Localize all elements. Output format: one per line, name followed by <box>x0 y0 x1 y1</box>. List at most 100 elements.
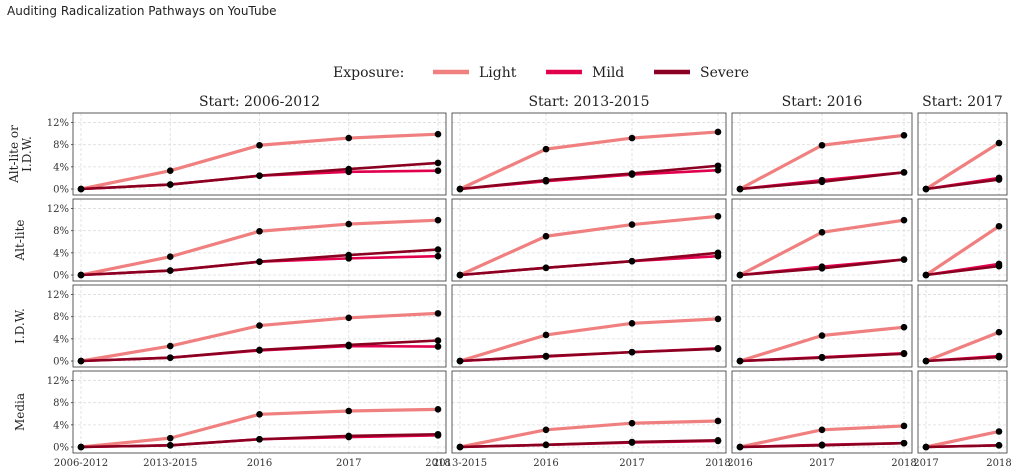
point-light-0-1-2 <box>628 134 636 142</box>
point-light-1-2-2 <box>900 216 908 224</box>
panel-bg-2-3 <box>918 285 1007 367</box>
panel-border-1-0 <box>72 198 447 282</box>
panel-border-0-1 <box>451 112 727 196</box>
point-light-2-2-1 <box>818 332 826 339</box>
point-severe-1-2-2 <box>900 256 908 263</box>
point-light-1-1-3 <box>714 212 722 220</box>
point-light-3-2-1 <box>818 426 826 434</box>
series-light-0-3 <box>925 141 1000 191</box>
x-tick-0-2: 2016 <box>247 458 272 469</box>
point-severe-1-3-0 <box>922 271 930 279</box>
series-severe-2-3 <box>925 355 1000 363</box>
series-severe-1-3 <box>925 264 1000 277</box>
point-light-2-2-2 <box>900 323 908 331</box>
point-light-0-3-1 <box>995 139 1003 147</box>
series-light-2-3 <box>925 330 1000 363</box>
point-light-1-1-1 <box>542 232 550 240</box>
point-severe-2-2-0 <box>736 357 744 365</box>
legend-title: Exposure: <box>333 65 404 81</box>
point-light-1-3-1 <box>995 222 1003 230</box>
point-severe-3-1-3 <box>714 437 722 444</box>
panel-border-3-1 <box>451 370 727 454</box>
panel-border-1-2 <box>731 198 913 282</box>
panel-border-0-3 <box>917 112 1008 196</box>
x-tick-2-0: 2016 <box>727 458 752 469</box>
point-severe-0-1-2 <box>628 170 636 177</box>
point-light-3-0-4 <box>434 406 442 413</box>
point-severe-1-0-0 <box>77 271 85 279</box>
x-tick-1-3: 2018 <box>705 458 730 469</box>
point-light-0-0-3 <box>345 134 353 142</box>
row-label-2: I.D.W. <box>13 308 27 344</box>
panel-border-3-0 <box>72 370 447 454</box>
point-light-3-3-1 <box>995 428 1003 435</box>
series-severe-2-1 <box>459 347 719 363</box>
point-severe-1-1-2 <box>628 257 636 265</box>
y-tick-2-1: 4% <box>53 334 69 345</box>
panel-border-1-1 <box>451 198 727 282</box>
panel-border-3-2 <box>731 370 913 454</box>
point-severe-0-3-1 <box>995 176 1003 183</box>
point-severe-1-2-1 <box>818 265 826 272</box>
y-tick-2-0: 0% <box>53 357 69 368</box>
point-severe-0-0-4 <box>434 159 442 167</box>
point-light-1-2-1 <box>818 229 826 236</box>
x-tick-1-2: 2017 <box>619 458 644 469</box>
point-severe-2-0-3 <box>345 341 353 349</box>
point-severe-3-0-3 <box>345 432 353 440</box>
point-light-2-1-2 <box>628 320 636 327</box>
point-severe-3-0-0 <box>77 443 85 451</box>
x-tick-0-4: 2018 <box>425 458 450 469</box>
point-light-3-1-3 <box>714 417 722 425</box>
panel-border-2-0 <box>72 284 447 368</box>
point-severe-2-1-0 <box>456 357 464 365</box>
point-severe-3-0-2 <box>256 435 263 443</box>
point-severe-1-3-1 <box>995 262 1003 270</box>
point-severe-3-0-1 <box>166 442 174 449</box>
point-severe-2-2-1 <box>818 354 826 361</box>
point-severe-0-3-0 <box>922 185 930 193</box>
row-label-0: Alt-lite orI.D.W. <box>7 125 34 184</box>
panel-border-2-3 <box>917 284 1008 368</box>
x-tick-3-0: 2017 <box>913 458 938 469</box>
point-severe-3-0-4 <box>434 430 442 438</box>
x-tick-2-2: 2018 <box>891 458 916 469</box>
point-light-2-1-3 <box>714 315 722 323</box>
point-severe-2-0-4 <box>434 337 442 344</box>
series-light-3-1 <box>459 419 719 449</box>
point-severe-3-1-0 <box>456 443 464 451</box>
column-strip-3: Start: 2017 <box>922 94 1003 110</box>
point-light-0-0-2 <box>256 141 263 149</box>
point-severe-1-1-0 <box>456 271 464 279</box>
point-light-2-3-1 <box>995 328 1003 336</box>
point-mild-1-0-4 <box>434 252 442 260</box>
point-severe-3-2-2 <box>900 439 908 447</box>
point-light-0-1-1 <box>542 145 550 153</box>
series-light-0-1 <box>459 130 719 191</box>
x-tick-0-3: 2017 <box>336 458 361 469</box>
panel-bg-0-1 <box>452 113 726 195</box>
x-tick-1-1: 2016 <box>533 458 558 469</box>
point-severe-2-2-2 <box>900 350 908 358</box>
y-tick-1-2: 8% <box>53 226 69 237</box>
y-tick-0-0: 0% <box>53 185 69 196</box>
y-tick-1-1: 4% <box>53 248 69 259</box>
series-severe-3-1 <box>459 439 719 449</box>
point-severe-0-0-2 <box>256 172 263 180</box>
y-tick-3-1: 4% <box>53 420 69 431</box>
point-light-1-0-1 <box>166 253 174 261</box>
point-severe-1-1-1 <box>542 264 550 272</box>
y-tick-0-3: 12% <box>47 118 69 129</box>
point-light-0-2-2 <box>900 131 908 139</box>
panel-border-1-3 <box>917 198 1008 282</box>
point-severe-1-0-1 <box>166 267 174 274</box>
x-tick-0-1: 2013-2015 <box>143 458 197 469</box>
point-light-3-1-2 <box>628 419 636 427</box>
point-severe-3-1-1 <box>542 441 550 449</box>
y-tick-0-2: 8% <box>53 140 69 151</box>
point-light-2-0-1 <box>166 342 174 350</box>
point-severe-1-0-4 <box>434 246 442 253</box>
page-title: Auditing Radicalization Pathways on YouT… <box>7 4 277 18</box>
point-light-2-1-1 <box>542 331 550 339</box>
point-severe-0-2-0 <box>736 185 744 193</box>
